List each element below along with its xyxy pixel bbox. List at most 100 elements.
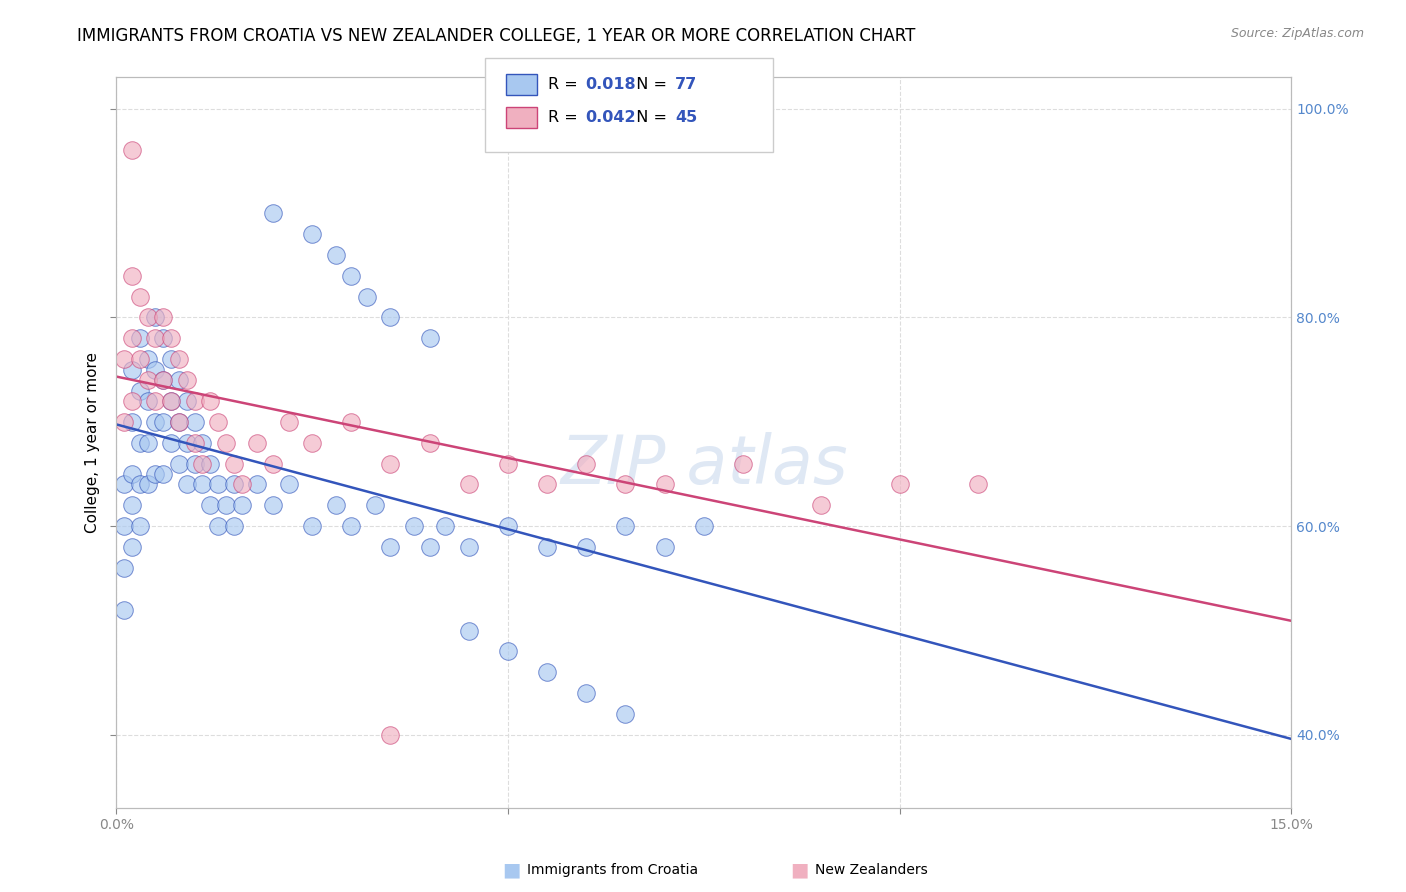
- Point: [575, 540, 598, 554]
- Point: [231, 477, 253, 491]
- Point: [262, 457, 284, 471]
- Text: ■: ■: [502, 860, 520, 880]
- Point: [112, 561, 135, 575]
- Point: [176, 477, 198, 491]
- Point: [380, 540, 402, 554]
- Point: [246, 435, 269, 450]
- Point: [121, 540, 143, 554]
- Point: [889, 477, 911, 491]
- Point: [136, 310, 159, 325]
- Point: [112, 519, 135, 533]
- Point: [325, 248, 347, 262]
- Point: [176, 373, 198, 387]
- Text: New Zealanders: New Zealanders: [815, 863, 928, 877]
- Point: [419, 331, 441, 345]
- Point: [112, 477, 135, 491]
- Text: 0.018: 0.018: [585, 78, 636, 92]
- Point: [128, 477, 150, 491]
- Point: [191, 457, 214, 471]
- Point: [614, 707, 637, 722]
- Text: ZIP atlas: ZIP atlas: [560, 432, 848, 498]
- Point: [731, 457, 754, 471]
- Point: [301, 519, 323, 533]
- Point: [145, 362, 167, 376]
- Point: [152, 373, 174, 387]
- Point: [496, 644, 519, 658]
- Point: [277, 415, 299, 429]
- Point: [112, 415, 135, 429]
- Point: [167, 415, 190, 429]
- Point: [121, 268, 143, 283]
- Point: [128, 435, 150, 450]
- Y-axis label: College, 1 year or more: College, 1 year or more: [86, 352, 100, 533]
- Point: [191, 477, 214, 491]
- Point: [207, 415, 229, 429]
- Point: [246, 477, 269, 491]
- Point: [160, 435, 183, 450]
- Point: [128, 352, 150, 367]
- Point: [222, 519, 245, 533]
- Point: [160, 394, 183, 409]
- Point: [457, 624, 479, 638]
- Point: [380, 728, 402, 742]
- Point: [434, 519, 457, 533]
- Text: Source: ZipAtlas.com: Source: ZipAtlas.com: [1230, 27, 1364, 40]
- Point: [136, 352, 159, 367]
- Point: [340, 519, 363, 533]
- Point: [967, 477, 990, 491]
- Point: [136, 373, 159, 387]
- Point: [160, 331, 183, 345]
- Point: [231, 499, 253, 513]
- Point: [222, 457, 245, 471]
- Point: [145, 415, 167, 429]
- Point: [176, 435, 198, 450]
- Point: [112, 352, 135, 367]
- Point: [262, 206, 284, 220]
- Point: [136, 394, 159, 409]
- Point: [167, 415, 190, 429]
- Point: [575, 457, 598, 471]
- Point: [128, 519, 150, 533]
- Text: ■: ■: [790, 860, 808, 880]
- Point: [152, 467, 174, 481]
- Point: [128, 290, 150, 304]
- Point: [121, 415, 143, 429]
- Point: [167, 373, 190, 387]
- Point: [356, 290, 378, 304]
- Text: R =: R =: [548, 78, 583, 92]
- Point: [152, 331, 174, 345]
- Point: [136, 477, 159, 491]
- Point: [160, 352, 183, 367]
- Point: [207, 519, 229, 533]
- Text: IMMIGRANTS FROM CROATIA VS NEW ZEALANDER COLLEGE, 1 YEAR OR MORE CORRELATION CHA: IMMIGRANTS FROM CROATIA VS NEW ZEALANDER…: [77, 27, 915, 45]
- Point: [215, 435, 238, 450]
- Point: [364, 499, 387, 513]
- Point: [160, 394, 183, 409]
- Point: [654, 540, 676, 554]
- Point: [183, 415, 205, 429]
- Point: [145, 310, 167, 325]
- Point: [200, 394, 222, 409]
- Point: [121, 394, 143, 409]
- Point: [167, 457, 190, 471]
- Point: [112, 603, 135, 617]
- Point: [457, 477, 479, 491]
- Text: 77: 77: [675, 78, 697, 92]
- Point: [145, 467, 167, 481]
- Point: [152, 373, 174, 387]
- Point: [152, 415, 174, 429]
- Point: [145, 394, 167, 409]
- Point: [810, 499, 832, 513]
- Point: [654, 477, 676, 491]
- Text: Immigrants from Croatia: Immigrants from Croatia: [527, 863, 699, 877]
- Point: [191, 435, 214, 450]
- Point: [325, 499, 347, 513]
- Point: [496, 457, 519, 471]
- Point: [176, 394, 198, 409]
- Point: [200, 499, 222, 513]
- Point: [121, 362, 143, 376]
- Point: [380, 457, 402, 471]
- Point: [536, 540, 558, 554]
- Text: 45: 45: [675, 111, 697, 125]
- Point: [121, 467, 143, 481]
